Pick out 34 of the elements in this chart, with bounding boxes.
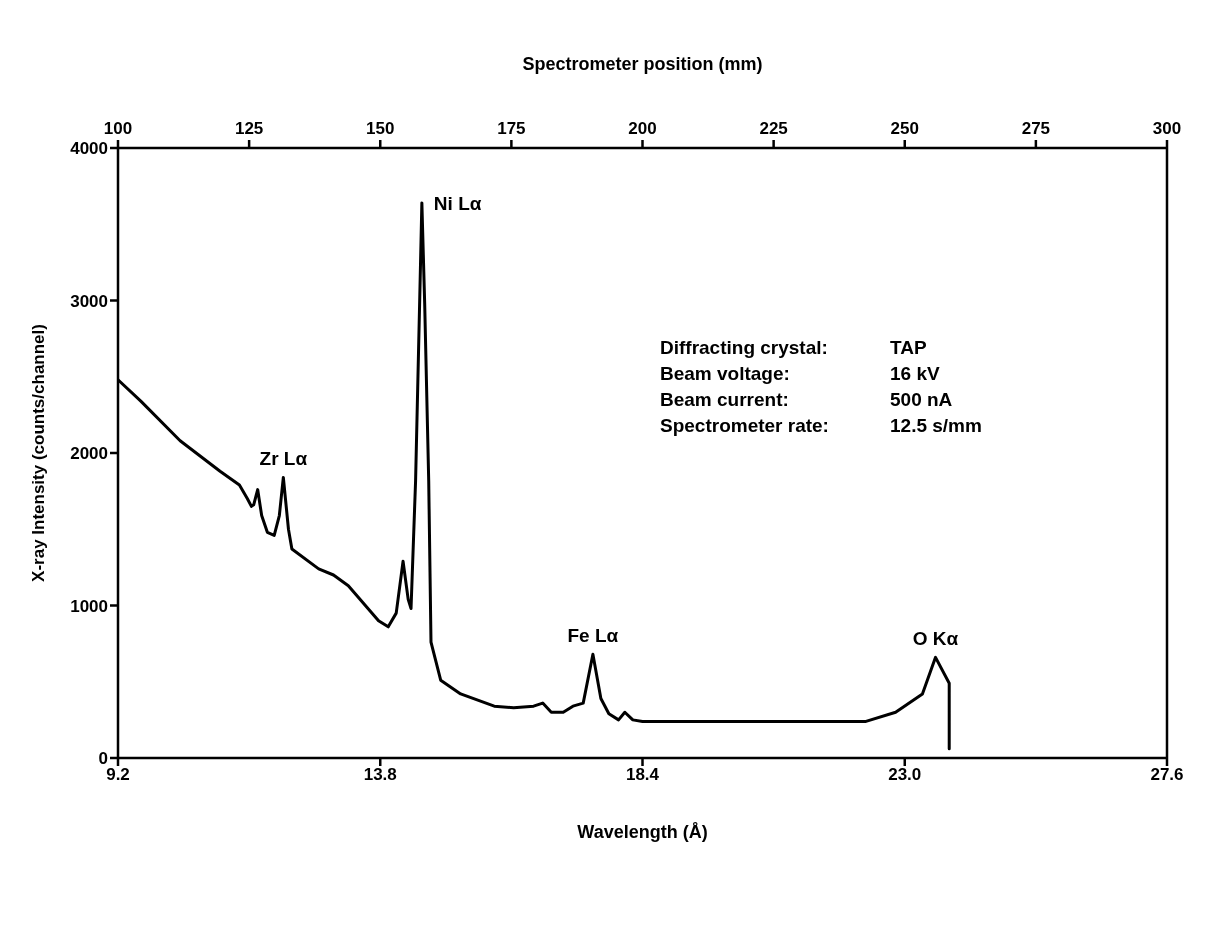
x2-tick-label: 225 — [759, 119, 788, 138]
y-tick-label: 2000 — [70, 444, 108, 464]
annotation: TAP — [890, 336, 928, 360]
y-axis-title: X-ray Intensity (counts/channel) — [29, 324, 49, 582]
y-tick-label: 1000 — [70, 596, 108, 616]
annotation: 500 nA — [890, 388, 954, 412]
annotation: O Kα — [912, 628, 959, 650]
x2-tick-label: 200 — [628, 119, 657, 138]
annotation: Zr Lα — [259, 448, 308, 470]
x2-tick-label: 275 — [1021, 119, 1051, 138]
x-tick-label: 18.4 — [625, 765, 660, 785]
annotation: Diffracting crystal: — [660, 336, 829, 360]
x2-tick-label: 300 — [1152, 119, 1182, 138]
x2-tick-label: 250 — [890, 119, 919, 138]
annotation: Beam current: — [660, 388, 790, 412]
y-tick-label: 0 — [98, 749, 108, 769]
x-tick-label: 27.6 — [1150, 765, 1184, 785]
x2-axis-title: Spectrometer position (mm) — [522, 54, 763, 74]
annotation: 16 kV — [890, 362, 941, 386]
x2-tick-label: 150 — [366, 119, 395, 138]
x-axis-title: Wavelength (Å) — [577, 822, 708, 842]
annotation: 12.5 s/mm — [890, 414, 982, 438]
annotation: Ni Lα — [433, 192, 482, 214]
annotation: Beam voltage: — [660, 362, 791, 386]
x2-tick-label: 125 — [234, 119, 264, 138]
x-tick-label: 23.0 — [888, 765, 922, 785]
y-tick-label: 4000 — [70, 139, 108, 159]
y-tick-label: 3000 — [70, 291, 108, 311]
annotation: Spectrometer rate: — [660, 414, 830, 438]
annotation: Fe Lα — [567, 625, 619, 647]
x2-tick-label: 175 — [497, 119, 526, 138]
x-tick-label: 9.2 — [106, 765, 130, 785]
x-tick-label: 13.8 — [363, 765, 397, 785]
x2-tick-label: 100 — [103, 119, 133, 138]
